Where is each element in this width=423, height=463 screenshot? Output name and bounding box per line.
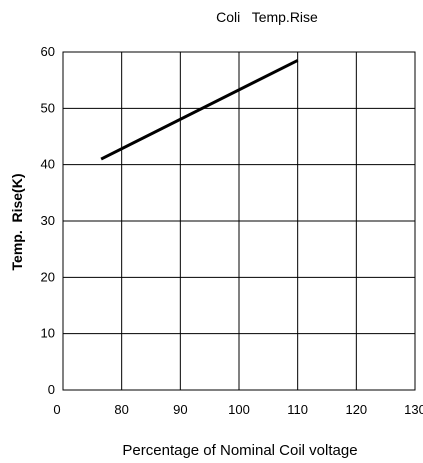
chart-title: Coli Temp.Rise xyxy=(216,9,318,25)
x-tick-label-130: 130 xyxy=(404,402,423,417)
x-axis-label: Percentage of Nominal Coil voltage xyxy=(122,442,357,459)
y-tick-label-10: 10 xyxy=(41,326,55,341)
x-tick-label-100: 100 xyxy=(228,402,250,417)
series-layer xyxy=(100,59,299,161)
grid-lines xyxy=(63,51,416,391)
x-tick-label-120: 120 xyxy=(345,402,367,417)
y-tick-label-20: 20 xyxy=(41,269,55,284)
y-tick-label-40: 40 xyxy=(41,157,55,172)
series-line-0 xyxy=(100,59,299,161)
x-tick-label-90: 90 xyxy=(173,402,187,417)
y-tick-label-50: 50 xyxy=(41,100,55,115)
y-tick-label-0: 0 xyxy=(48,382,55,397)
y-tick-labels: 0 10 20 30 40 50 60 xyxy=(41,44,55,397)
x-tick-label-0: 0 xyxy=(53,402,60,417)
y-axis-label: Temp. Rise(K) xyxy=(9,174,25,271)
x-tick-labels: 0 80 90 100 110 120 130 xyxy=(53,402,423,417)
x-tick-label-110: 110 xyxy=(287,402,308,417)
plot-frame xyxy=(62,51,416,391)
y-tick-label-60: 60 xyxy=(41,44,55,59)
x-tick-label-80: 80 xyxy=(114,402,128,417)
y-tick-label-30: 30 xyxy=(41,213,55,228)
